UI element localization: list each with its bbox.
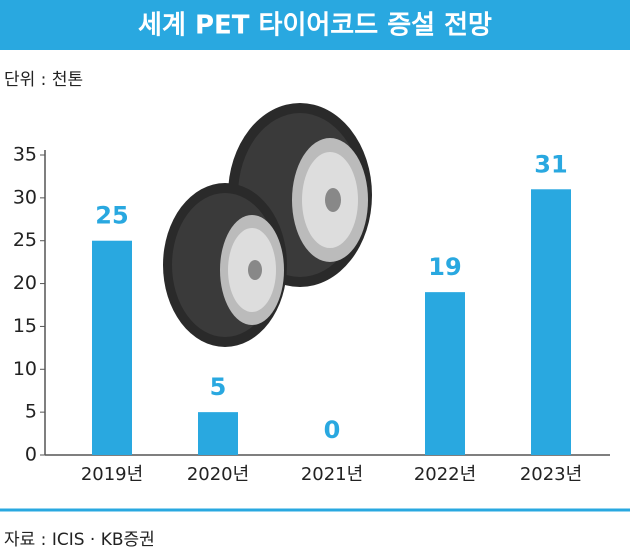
x-tick-label: 2021년 — [301, 464, 363, 485]
y-tick-label: 0 — [25, 444, 37, 466]
unit-label: 단위 : 천톤 — [4, 70, 83, 90]
y-tick-label: 35 — [13, 144, 37, 166]
bar — [425, 292, 465, 455]
source-note: 자료 : ICIS · KB증권 — [4, 530, 155, 550]
value-label: 31 — [534, 150, 567, 178]
bar — [92, 240, 132, 455]
y-tick-label: 20 — [13, 272, 37, 294]
value-label: 19 — [428, 253, 461, 281]
tire-illustration — [163, 103, 372, 347]
title-bar — [0, 0, 630, 50]
x-tick-label: 2023년 — [520, 464, 582, 485]
y-tick-label: 25 — [13, 229, 37, 251]
x-tick-label: 2022년 — [414, 464, 476, 485]
x-tick-label: 2019년 — [81, 464, 143, 485]
y-tick-label: 10 — [13, 358, 37, 380]
chart-title: 세계 PET 타이어코드 증설 전망 — [138, 11, 492, 41]
bar — [198, 412, 238, 455]
y-tick-label: 5 — [25, 401, 37, 423]
value-label: 5 — [210, 373, 227, 401]
value-label: 0 — [324, 416, 341, 444]
y-tick-label: 30 — [13, 186, 37, 208]
value-label: 25 — [95, 202, 128, 230]
y-tick-label: 15 — [13, 315, 37, 337]
x-tick-label: 2020년 — [187, 464, 249, 485]
bar — [531, 189, 571, 456]
